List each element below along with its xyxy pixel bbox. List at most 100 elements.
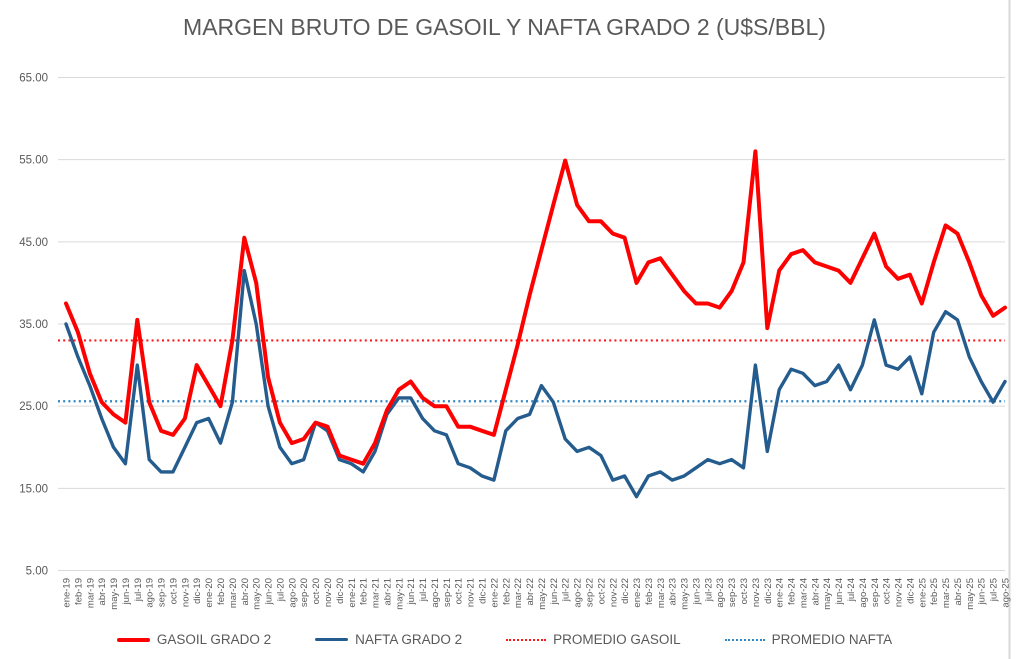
x-axis-tick-label: abr-24: [810, 578, 821, 605]
x-axis-tick-label: dic-20: [335, 578, 346, 604]
x-axis-tick-label: sep-20: [299, 578, 310, 607]
x-axis-tick-label: may-20: [252, 578, 263, 610]
x-axis-tick-label: ene-23: [632, 578, 643, 608]
promedio-nafta-swatch-icon: [724, 638, 765, 641]
y-axis-tick-label: 35.00: [19, 319, 48, 331]
x-axis-tick-label: dic-19: [192, 578, 203, 604]
legend-item-promedio-nafta[interactable]: PROMEDIO NAFTA: [724, 632, 893, 647]
legend: GASOIL GRADO 2 NAFTA GRADO 2 PROMEDIO GA…: [0, 632, 1009, 647]
x-axis-tick-label: abr-21: [382, 578, 393, 605]
x-axis-tick-label: abr-20: [240, 578, 251, 605]
x-axis-tick-label: ago-22: [573, 578, 584, 608]
x-axis-tick-label: jun-19: [121, 578, 132, 605]
x-axis-tick-label: ago-20: [287, 578, 298, 608]
x-axis-tick-label: nov-21: [466, 578, 477, 607]
x-axis-tick-label: oct-20: [311, 578, 322, 604]
nafta-series-line[interactable]: [64, 268, 1007, 499]
x-axis-tick-label: nov-20: [323, 578, 334, 607]
nafta-line-swatch-icon: [315, 638, 349, 641]
gasoil-series-line[interactable]: [64, 149, 1007, 466]
x-axis-tick-label: jun-25: [977, 578, 988, 605]
x-axis-tick-label: sep-24: [870, 578, 881, 607]
x-axis-tick-label: feb-25: [929, 578, 940, 605]
x-axis-tick-label: jul-21: [418, 578, 429, 602]
x-axis-tick-label: ago-19: [145, 578, 156, 608]
x-axis-tick-label: jun-22: [549, 578, 560, 605]
x-axis-tick-label: dic-23: [763, 578, 774, 604]
x-axis-tick-label: ene-25: [917, 578, 928, 608]
x-axis-tick-label: nov-24: [894, 578, 905, 607]
x-axis-tick-label: may-21: [394, 578, 405, 610]
legend-label-nafta: NAFTA GRADO 2: [355, 632, 463, 647]
x-axis-tick-label: feb-23: [644, 578, 655, 605]
y-axis-tick-label: 15.00: [19, 483, 48, 495]
x-axis-tick-label: ago-25: [1001, 578, 1012, 608]
x-axis-tick-label: dic-24: [905, 578, 916, 604]
x-axis-tick-label: nov-23: [751, 578, 762, 607]
x-axis-tick-label: oct-23: [739, 578, 750, 604]
y-axis-tick-label: 5.00: [26, 566, 48, 578]
x-axis-tick-label: jul-25: [989, 578, 1000, 602]
x-axis-tick-label: feb-24: [787, 578, 798, 605]
x-axis-tick-label: ene-20: [204, 578, 215, 608]
x-axis-tick-label: may-25: [965, 578, 976, 610]
x-axis-tick-label: abr-19: [97, 578, 108, 605]
x-axis-tick-label: ago-23: [715, 578, 726, 608]
gasoil-line-swatch-icon: [116, 637, 150, 642]
x-axis-tick-label: feb-19: [73, 578, 84, 605]
legend-label-promedio-gasoil: PROMEDIO GASOIL: [553, 632, 681, 647]
x-axis-tick-label: may-24: [822, 578, 833, 610]
x-axis-tick-label: may-22: [537, 578, 548, 610]
x-axis-tick-label: jun-24: [834, 578, 845, 605]
x-axis-tick-label: oct-24: [882, 578, 893, 604]
x-axis-tick-label: jul-22: [561, 578, 572, 602]
x-axis-tick-label: feb-22: [501, 578, 512, 605]
x-axis-tick-label: mar-25: [941, 578, 952, 608]
x-axis-tick-label: oct-21: [454, 578, 465, 604]
legend-item-gasoil[interactable]: GASOIL GRADO 2: [116, 632, 272, 647]
x-axis-tick-label: mar-20: [228, 578, 239, 608]
x-axis-tick-label: mar-24: [798, 578, 809, 608]
x-axis-tick-label: mar-19: [85, 578, 96, 608]
x-axis-tick-label: may-19: [109, 578, 120, 610]
x-axis-tick-label: jun-21: [406, 578, 417, 605]
x-axis-tick-label: abr-25: [953, 578, 964, 605]
x-axis-tick-label: ago-24: [858, 578, 869, 608]
x-axis-tick-label: ene-19: [62, 578, 73, 608]
x-axis-tick-label: dic-21: [478, 578, 489, 604]
x-axis-tick-label: sep-22: [584, 578, 595, 607]
legend-item-promedio-gasoil[interactable]: PROMEDIO GASOIL: [506, 632, 681, 647]
x-axis-tick-label: jul-20: [275, 578, 286, 602]
x-axis-tick-label: sep-23: [727, 578, 738, 607]
x-axis-tick-label: oct-22: [596, 578, 607, 604]
x-axis-tick-label: ene-22: [489, 578, 500, 608]
x-axis-tick-label: jul-23: [703, 578, 714, 602]
x-axis-tick-label: nov-22: [608, 578, 619, 607]
x-axis-tick-label: feb-21: [359, 578, 370, 605]
y-axis-tick-label: 45.00: [19, 237, 48, 249]
legend-label-promedio-nafta: PROMEDIO NAFTA: [771, 632, 893, 647]
x-axis-tick-label: mar-23: [656, 578, 667, 608]
x-axis-tick-label: sep-21: [442, 578, 453, 607]
x-axis-tick-label: jul-24: [846, 578, 857, 602]
x-axis-tick-label: ago-21: [430, 578, 441, 608]
x-axis-tick-label: ene-24: [775, 578, 786, 608]
x-axis-tick-label: ene-21: [347, 578, 358, 608]
chart-title: MARGEN BRUTO DE GASOIL Y NAFTA GRADO 2 (…: [183, 14, 826, 40]
legend-label-gasoil: GASOIL GRADO 2: [156, 632, 272, 647]
x-axis-tick-label: abr-22: [525, 578, 536, 605]
promedio-gasoil-swatch-icon: [506, 638, 547, 641]
x-axis-tick-label: mar-21: [371, 578, 382, 608]
y-axis-tick-label: 65.00: [19, 73, 48, 85]
x-axis-tick-label: sep-19: [157, 578, 168, 607]
legend-item-nafta[interactable]: NAFTA GRADO 2: [315, 632, 462, 647]
x-axis-tick-label: oct-19: [168, 578, 179, 604]
y-axis-tick-label: 55.00: [19, 155, 48, 167]
x-axis-tick-label: nov-19: [180, 578, 191, 607]
x-axis-tick-label: dic-22: [620, 578, 631, 604]
x-axis-tick-label: may-23: [680, 578, 691, 610]
y-axis-tick-label: 25.00: [19, 401, 48, 413]
x-axis-tick-label: jul-19: [133, 578, 144, 602]
